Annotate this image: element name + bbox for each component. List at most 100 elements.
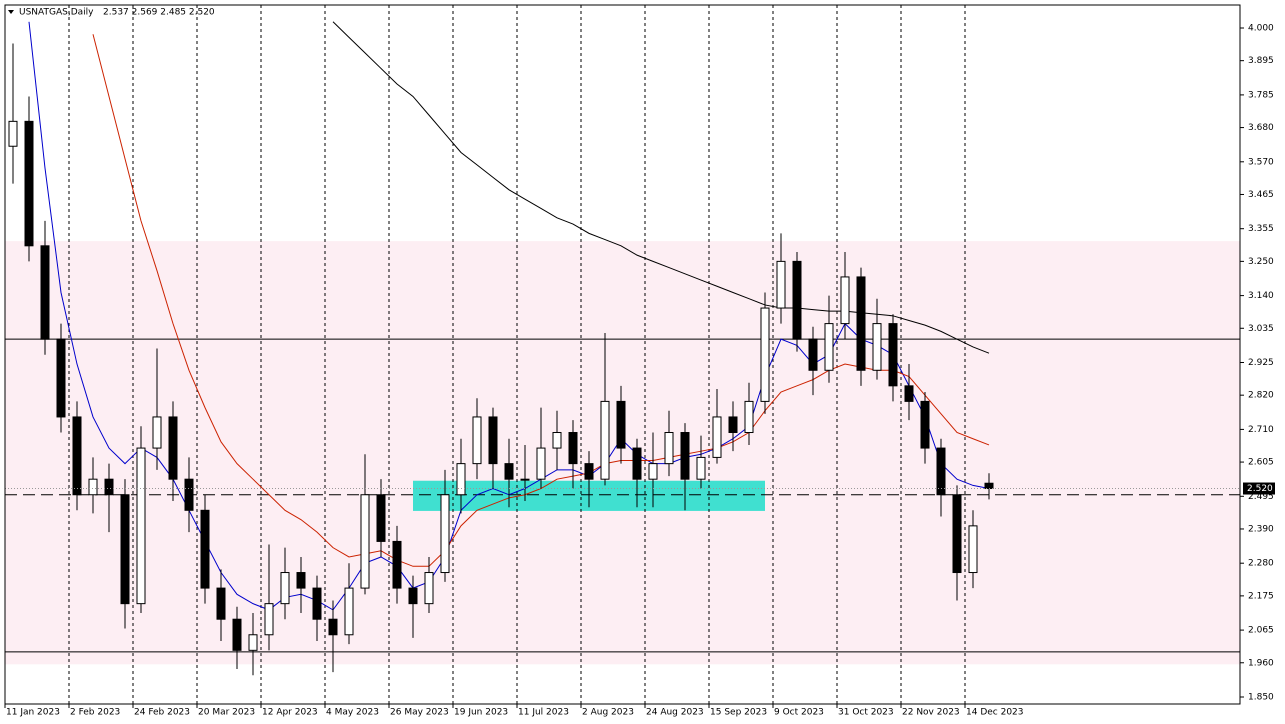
candle-body (920, 400, 930, 449)
candle-body (392, 540, 402, 589)
chart-title: USNATGAS,Daily (19, 8, 94, 18)
x-tick-label: 12 Apr 2023 (262, 708, 318, 718)
y-tick-label: 2.280 (1248, 559, 1274, 569)
candle-body (600, 400, 610, 480)
plot-border (4, 4, 1241, 705)
x-tick-label: 15 Sep 2023 (710, 708, 767, 718)
candle-body (936, 447, 946, 496)
candle-body (824, 323, 834, 371)
candle-body (232, 618, 242, 651)
candle-body (152, 416, 162, 449)
x-tick-label: 9 Oct 2023 (774, 708, 824, 718)
x-tick-label: 11 Jan 2023 (6, 708, 60, 718)
y-tick-label: 3.570 (1248, 157, 1274, 167)
candle-body (728, 416, 738, 434)
candle-body (280, 572, 290, 605)
y-tick-label: 1.960 (1248, 658, 1274, 668)
candle-body (472, 416, 482, 465)
x-tick-label: 24 Feb 2023 (134, 708, 190, 718)
y-tick-label: 3.465 (1248, 190, 1274, 200)
candle-body (184, 478, 194, 511)
candle-body (440, 494, 450, 574)
candle-body (808, 338, 818, 371)
grid (68, 5, 966, 704)
y-tick-label: 3.250 (1248, 257, 1274, 267)
y-tick-label: 2.925 (1248, 358, 1274, 368)
candle-body (216, 587, 226, 620)
zones (5, 241, 1240, 665)
candle-body (696, 456, 706, 480)
x-tick-label: 22 Nov 2023 (902, 708, 960, 718)
candle-body (328, 618, 338, 636)
candle-body (168, 416, 178, 480)
candle-body (776, 260, 786, 309)
candle-body (456, 463, 466, 496)
x-tick-label: 4 May 2023 (326, 708, 379, 718)
x-tick-label: 2 Aug 2023 (582, 708, 634, 718)
candle-body (584, 463, 594, 480)
price-box (1243, 482, 1275, 495)
candle-body (504, 463, 514, 480)
y-tick-label: 2.820 (1248, 391, 1274, 401)
candle-body (648, 463, 658, 480)
candle-body (408, 587, 418, 605)
candle-body (264, 603, 274, 636)
x-tick-label: 26 May 2023 (390, 708, 449, 718)
x-tick-label: 20 Mar 2023 (198, 708, 255, 718)
candle-body (520, 478, 530, 481)
candle-body (568, 432, 578, 465)
y-tick-label: 2.710 (1248, 425, 1274, 435)
candle-body (616, 400, 626, 449)
candle-body (840, 276, 850, 325)
candle-body (136, 447, 146, 605)
candle-body (744, 400, 754, 434)
candle-body (424, 572, 434, 605)
candle-body (312, 587, 322, 620)
moving-average (92, 34, 990, 567)
candle-body (72, 416, 82, 496)
marks (5, 21, 1240, 676)
zone (5, 241, 1240, 665)
candle-body (664, 432, 674, 465)
menu-arrow (8, 10, 14, 14)
candle-body (88, 478, 98, 496)
y-tick-label: 3.680 (1248, 123, 1274, 133)
ohlc-text: 2.537 2.569 2.485 2.520 (103, 8, 215, 18)
x-tick-label: 14 Dec 2023 (966, 708, 1024, 718)
x-tick-label: 2 Feb 2023 (70, 708, 120, 718)
candle-body (904, 385, 914, 402)
y-tick-label: 2.065 (1248, 626, 1274, 636)
moving-average (332, 21, 990, 354)
x-tick-label: 24 Aug 2023 (646, 708, 704, 718)
candle-body (40, 245, 50, 340)
y-tick-label: 3.785 (1248, 90, 1274, 100)
candle-body (56, 338, 66, 418)
x-tick-label: 19 Jun 2023 (454, 708, 508, 718)
y-tick-label: 3.355 (1248, 224, 1274, 234)
candle-body (376, 494, 386, 542)
candle-body (104, 478, 114, 496)
x-tick-label: 11 Jul 2023 (518, 708, 569, 718)
candle-body (952, 494, 962, 574)
y-tick-label: 3.140 (1248, 291, 1274, 301)
candle-body (552, 432, 562, 449)
y-tick-label: 4.000 (1248, 24, 1274, 34)
candle-body (872, 323, 882, 371)
candle-body (680, 432, 690, 480)
candle-body (24, 120, 34, 247)
candle-body (200, 509, 210, 589)
y-tick-label: 3.035 (1248, 324, 1274, 334)
candle-body (8, 120, 18, 147)
candle-body (344, 587, 354, 636)
y-tick-label: 2.495 (1248, 492, 1274, 502)
y-tick-label: 2.175 (1248, 591, 1274, 601)
candle-body (968, 525, 978, 574)
y-tick-label: 1.850 (1248, 693, 1274, 703)
candle-body (360, 494, 370, 589)
candle-body (760, 307, 770, 402)
candle-body (120, 494, 130, 605)
candle-body (296, 572, 306, 589)
y-tick-label: 3.895 (1248, 56, 1274, 66)
x-tick-label: 31 Oct 2023 (838, 708, 894, 718)
